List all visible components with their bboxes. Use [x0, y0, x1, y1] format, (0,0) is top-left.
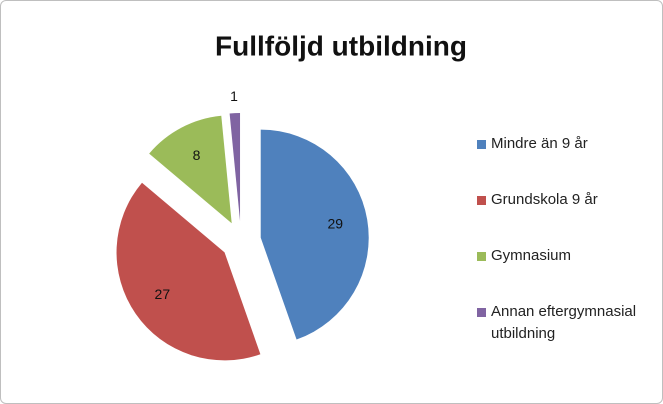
legend-swatch — [477, 140, 486, 149]
data-label: 8 — [193, 147, 201, 163]
data-label: 1 — [230, 88, 238, 104]
pie-slice — [260, 129, 369, 340]
legend-item: Grundskola 9 år — [477, 189, 657, 211]
legend-label: Gymnasium — [491, 247, 572, 264]
legend-label: Annan eftergymnasial utbildning — [491, 303, 637, 342]
legend-label: Grundskola 9 år — [491, 191, 598, 208]
legend-swatch — [477, 308, 486, 317]
legend-item: Annan eftergymnasial utbildning — [477, 301, 657, 345]
legend-item: Gymnasium — [477, 245, 657, 267]
chart-title: Fullföljd utbildning — [215, 30, 467, 61]
data-label: 27 — [155, 286, 171, 302]
pie-slice — [229, 113, 241, 222]
legend-label: Mindre än 9 år — [491, 135, 588, 152]
pie-slice — [116, 182, 261, 361]
legend-swatch — [477, 196, 486, 205]
legend-swatch — [477, 252, 486, 261]
data-label: 29 — [327, 216, 343, 232]
legend-item: Mindre än 9 år — [477, 133, 657, 155]
pie-slice — [149, 115, 232, 224]
